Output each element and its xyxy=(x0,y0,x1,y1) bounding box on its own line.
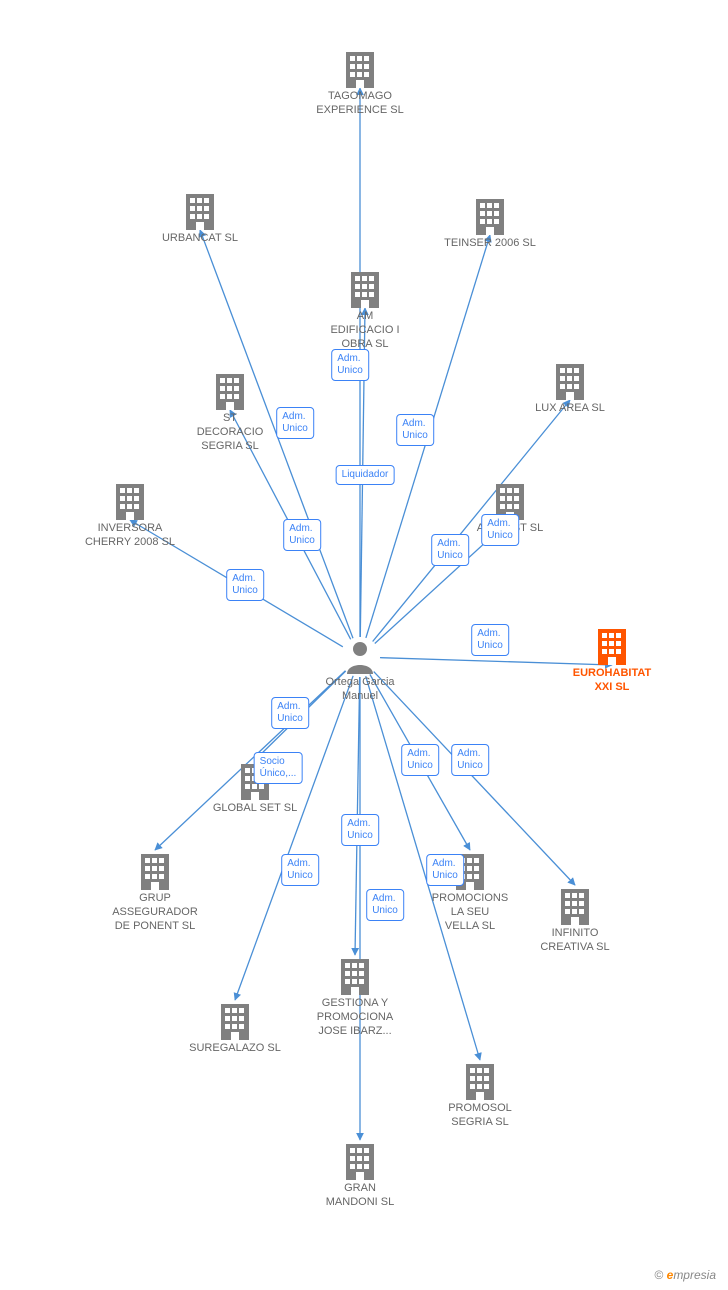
footer-copyright: © empresia xyxy=(654,1268,716,1282)
company-node-stdecoracio: STDECORACIOSEGRIA SL xyxy=(180,370,280,453)
company-node-teinser: TEINSER 2006 SL xyxy=(440,195,540,251)
building-icon xyxy=(337,955,373,995)
company-label: INFINITOCREATIVA SL xyxy=(540,927,609,955)
building-icon xyxy=(137,850,173,890)
edge-label-gestiona-2: Adm. Unico xyxy=(366,889,404,921)
company-node-inversora: INVERSORACHERRY 2008 SL xyxy=(80,480,180,550)
company-label: LUX AREA SL xyxy=(535,402,605,416)
building-icon xyxy=(217,1000,253,1040)
company-node-granmandoni: GRANMANDONI SL xyxy=(310,1140,410,1210)
building-icon xyxy=(552,360,588,400)
building-icon xyxy=(112,480,148,520)
company-label: URBANCAT SL xyxy=(162,232,238,246)
person-icon xyxy=(345,640,375,674)
building-icon xyxy=(594,625,630,665)
edge-label-eurohabitat: Adm. Unico xyxy=(471,624,509,656)
copyright-symbol: © xyxy=(654,1268,663,1282)
company-node-gestiona: GESTIONA YPROMOCIONAJOSE IBARZ... xyxy=(305,955,405,1038)
edge-label-alufust: Adm. Unico xyxy=(481,514,519,546)
company-label: SUREGALAZO SL xyxy=(189,1042,281,1056)
edge-label-inversora: Adm. Unico xyxy=(226,569,264,601)
building-icon xyxy=(557,885,593,925)
company-label: AMEDIFICACIO IOBRA SL xyxy=(330,310,399,351)
company-node-eurohabitat: EUROHABITATXXI SL xyxy=(562,625,662,695)
edge-label-gestiona: Adm. Unico xyxy=(341,814,379,846)
edge-label-globalset: Socio Único,... xyxy=(254,752,303,784)
building-icon xyxy=(342,48,378,88)
company-node-urbancat: URBANCAT SL xyxy=(150,190,250,246)
brand-rest: mpresia xyxy=(673,1268,716,1282)
building-icon xyxy=(342,1140,378,1180)
company-node-promosol: PROMOSOLSEGRIA SL xyxy=(430,1060,530,1130)
company-label: PROMOCIONSLA SEUVELLA SL xyxy=(432,892,508,933)
company-node-grupasseg: GRUPASSEGURADORDE PONENT SL xyxy=(105,850,205,933)
edge-label-promocions: Adm. Unico xyxy=(401,744,439,776)
building-icon xyxy=(462,1060,498,1100)
edge-label-tagomago: Adm. Unico xyxy=(331,349,369,381)
company-label: TAGOMAGOEXPERIENCE SL xyxy=(316,90,403,118)
edge-label-teinser: Adm. Unico xyxy=(396,414,434,446)
edge-label-promosol: Adm. Unico xyxy=(426,854,464,886)
company-label: TEINSER 2006 SL xyxy=(444,237,536,251)
edge-label-infinito: Adm. Unico xyxy=(451,744,489,776)
company-label: GRUPASSEGURADORDE PONENT SL xyxy=(112,892,198,933)
company-label: GESTIONA YPROMOCIONAJOSE IBARZ... xyxy=(317,997,393,1038)
edge-label-am: Liquidador xyxy=(336,465,395,485)
company-node-infinito: INFINITOCREATIVA SL xyxy=(525,885,625,955)
edge-label-urbancat: Adm. Unico xyxy=(276,407,314,439)
building-icon xyxy=(347,268,383,308)
company-node-tagomago: TAGOMAGOEXPERIENCE SL xyxy=(310,48,410,118)
company-node-am: AMEDIFICACIO IOBRA SL xyxy=(315,268,415,351)
center-person-node: Ortega Garcia Manuel xyxy=(320,640,400,704)
company-label: STDECORACIOSEGRIA SL xyxy=(197,412,264,453)
company-label: GRANMANDONI SL xyxy=(326,1182,394,1210)
company-label: PROMOSOLSEGRIA SL xyxy=(448,1102,512,1130)
building-icon xyxy=(212,370,248,410)
building-icon xyxy=(472,195,508,235)
company-node-luxarea: LUX AREA SL xyxy=(520,360,620,416)
company-label: EUROHABITATXXI SL xyxy=(573,667,651,695)
company-label: GLOBAL SET SL xyxy=(213,802,297,816)
edge-label-globalset-2: Adm. Unico xyxy=(271,697,309,729)
building-icon xyxy=(182,190,218,230)
edge-label-suregalazo: Adm. Unico xyxy=(281,854,319,886)
company-node-suregalazo: SUREGALAZO SL xyxy=(185,1000,285,1056)
edge-label-stdecoracio: Adm. Unico xyxy=(283,519,321,551)
center-person-label: Ortega Garcia Manuel xyxy=(320,676,400,704)
edge-label-luxarea: Adm. Unico xyxy=(431,534,469,566)
company-label: INVERSORACHERRY 2008 SL xyxy=(85,522,175,550)
